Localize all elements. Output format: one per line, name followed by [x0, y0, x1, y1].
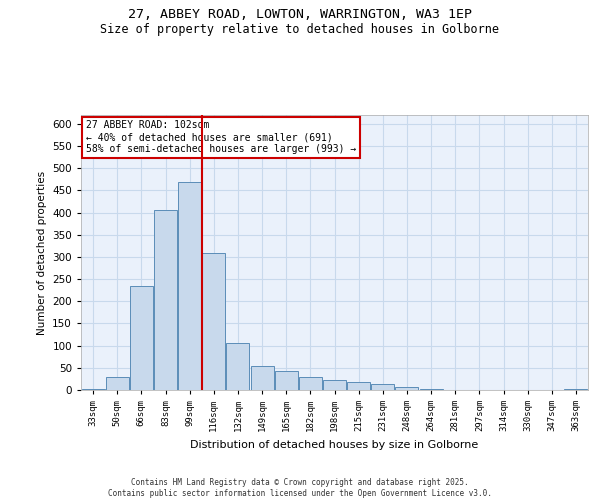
Bar	[347, 382, 370, 390]
Text: Contains HM Land Registry data © Crown copyright and database right 2025.
Contai: Contains HM Land Registry data © Crown c…	[108, 478, 492, 498]
Y-axis label: Number of detached properties: Number of detached properties	[37, 170, 47, 334]
Text: 27 ABBEY ROAD: 102sqm
← 40% of detached houses are smaller (691)
58% of semi-det: 27 ABBEY ROAD: 102sqm ← 40% of detached …	[86, 120, 356, 154]
Bar	[371, 384, 394, 390]
Bar	[202, 252, 225, 390]
Bar	[226, 344, 250, 390]
Bar	[323, 380, 346, 390]
Bar	[82, 388, 104, 390]
Bar	[565, 388, 587, 390]
Bar	[419, 388, 443, 390]
Bar	[106, 376, 128, 390]
Bar	[395, 387, 418, 390]
Text: Size of property relative to detached houses in Golborne: Size of property relative to detached ho…	[101, 22, 499, 36]
Bar	[275, 372, 298, 390]
Text: 27, ABBEY ROAD, LOWTON, WARRINGTON, WA3 1EP: 27, ABBEY ROAD, LOWTON, WARRINGTON, WA3 …	[128, 8, 472, 20]
Bar	[251, 366, 274, 390]
Bar	[154, 210, 177, 390]
X-axis label: Distribution of detached houses by size in Golborne: Distribution of detached houses by size …	[190, 440, 479, 450]
Bar	[130, 286, 153, 390]
Bar	[178, 182, 201, 390]
Bar	[299, 376, 322, 390]
